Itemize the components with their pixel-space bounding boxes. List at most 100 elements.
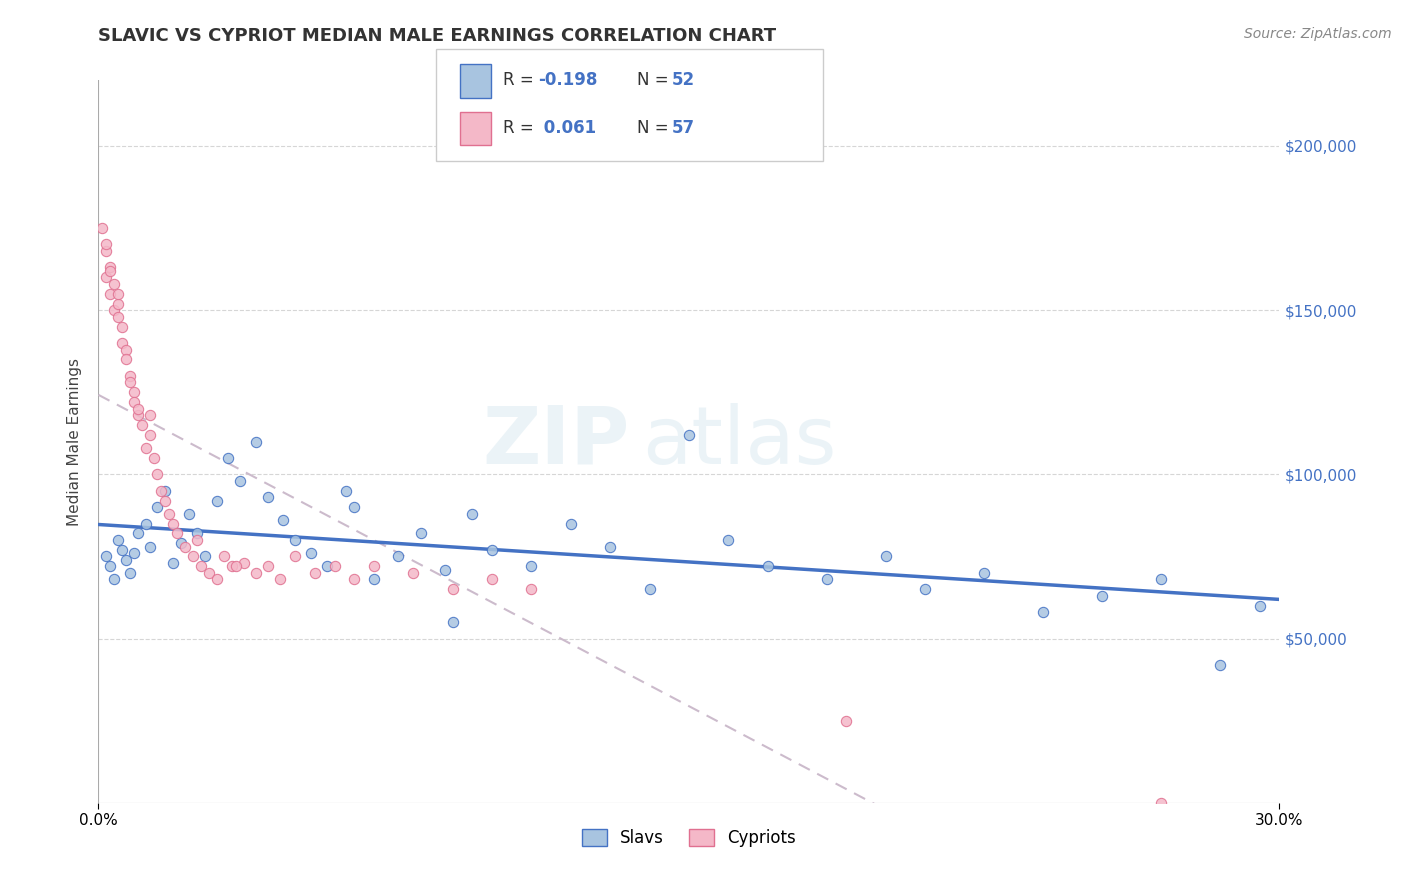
- Point: [111, 336, 134, 351]
- Point: [638, 582, 661, 597]
- Point: [96, 270, 118, 285]
- Point: [98, 260, 121, 275]
- Point: [914, 582, 936, 597]
- Point: [118, 376, 141, 390]
- Point: [98, 286, 121, 301]
- Point: [98, 264, 121, 278]
- Point: [186, 526, 208, 541]
- Point: [256, 559, 278, 574]
- Point: [481, 542, 503, 557]
- Point: [103, 277, 125, 291]
- Point: [174, 540, 197, 554]
- Point: [217, 450, 239, 465]
- Point: [387, 549, 409, 564]
- Point: [98, 559, 121, 574]
- Point: [162, 556, 184, 570]
- Point: [256, 491, 278, 505]
- Point: [107, 533, 129, 547]
- Point: [214, 549, 236, 564]
- Point: [273, 513, 295, 527]
- Point: [142, 450, 165, 465]
- Point: [299, 546, 322, 560]
- Point: [363, 559, 385, 574]
- Text: N =: N =: [637, 71, 673, 89]
- Point: [233, 556, 256, 570]
- Point: [146, 500, 169, 515]
- Point: [245, 566, 267, 580]
- Point: [127, 409, 149, 423]
- Point: [107, 296, 129, 310]
- Point: [96, 237, 118, 252]
- Point: [155, 483, 177, 498]
- Point: [875, 549, 897, 564]
- Point: [138, 540, 160, 554]
- Text: R =: R =: [503, 119, 540, 136]
- Point: [103, 573, 125, 587]
- Point: [135, 441, 157, 455]
- Point: [717, 533, 740, 547]
- Point: [461, 507, 484, 521]
- Point: [170, 536, 193, 550]
- Point: [155, 493, 177, 508]
- Point: [1091, 589, 1114, 603]
- Point: [122, 546, 145, 560]
- Point: [343, 500, 366, 515]
- Point: [1150, 796, 1173, 810]
- Point: [973, 566, 995, 580]
- Point: [245, 434, 267, 449]
- Text: SLAVIC VS CYPRIOT MEDIAN MALE EARNINGS CORRELATION CHART: SLAVIC VS CYPRIOT MEDIAN MALE EARNINGS C…: [98, 27, 776, 45]
- Point: [1249, 599, 1271, 613]
- Point: [115, 343, 138, 357]
- Point: [131, 418, 153, 433]
- Point: [96, 244, 118, 258]
- Point: [433, 563, 456, 577]
- Point: [441, 615, 464, 630]
- Point: [186, 533, 208, 547]
- Text: -0.198: -0.198: [538, 71, 598, 89]
- Point: [1032, 605, 1054, 619]
- Point: [127, 526, 149, 541]
- Point: [304, 566, 326, 580]
- Point: [284, 549, 307, 564]
- Point: [138, 428, 160, 442]
- Point: [520, 582, 543, 597]
- Point: [323, 559, 346, 574]
- Text: 52: 52: [672, 71, 695, 89]
- Point: [115, 553, 138, 567]
- Point: [127, 401, 149, 416]
- Point: [315, 559, 337, 574]
- Point: [190, 559, 212, 574]
- Text: N =: N =: [637, 119, 673, 136]
- Point: [205, 493, 228, 508]
- Point: [402, 566, 425, 580]
- Point: [1150, 573, 1173, 587]
- Point: [138, 409, 160, 423]
- Point: [146, 467, 169, 482]
- Text: 0.061: 0.061: [538, 119, 596, 136]
- Point: [115, 352, 138, 367]
- Text: atlas: atlas: [641, 402, 837, 481]
- Point: [177, 507, 200, 521]
- Point: [118, 368, 141, 383]
- Point: [411, 526, 433, 541]
- Point: [284, 533, 307, 547]
- Point: [441, 582, 464, 597]
- Point: [205, 573, 228, 587]
- Point: [678, 428, 700, 442]
- Point: [111, 319, 134, 334]
- Point: [157, 507, 180, 521]
- Point: [103, 303, 125, 318]
- Point: [197, 566, 219, 580]
- Point: [91, 221, 114, 235]
- Point: [269, 573, 291, 587]
- Point: [162, 516, 184, 531]
- Text: R =: R =: [503, 71, 540, 89]
- Point: [107, 310, 129, 324]
- Text: 57: 57: [672, 119, 695, 136]
- Point: [122, 395, 145, 409]
- Point: [225, 559, 247, 574]
- Point: [107, 286, 129, 301]
- Point: [111, 542, 134, 557]
- Point: [756, 559, 779, 574]
- Point: [122, 385, 145, 400]
